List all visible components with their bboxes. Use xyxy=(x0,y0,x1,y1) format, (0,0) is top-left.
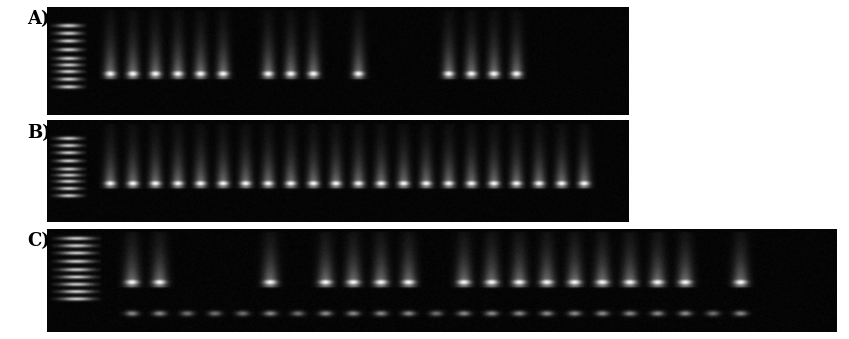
Text: A): A) xyxy=(27,10,50,28)
Text: C): C) xyxy=(27,232,50,250)
Text: B): B) xyxy=(27,124,51,142)
